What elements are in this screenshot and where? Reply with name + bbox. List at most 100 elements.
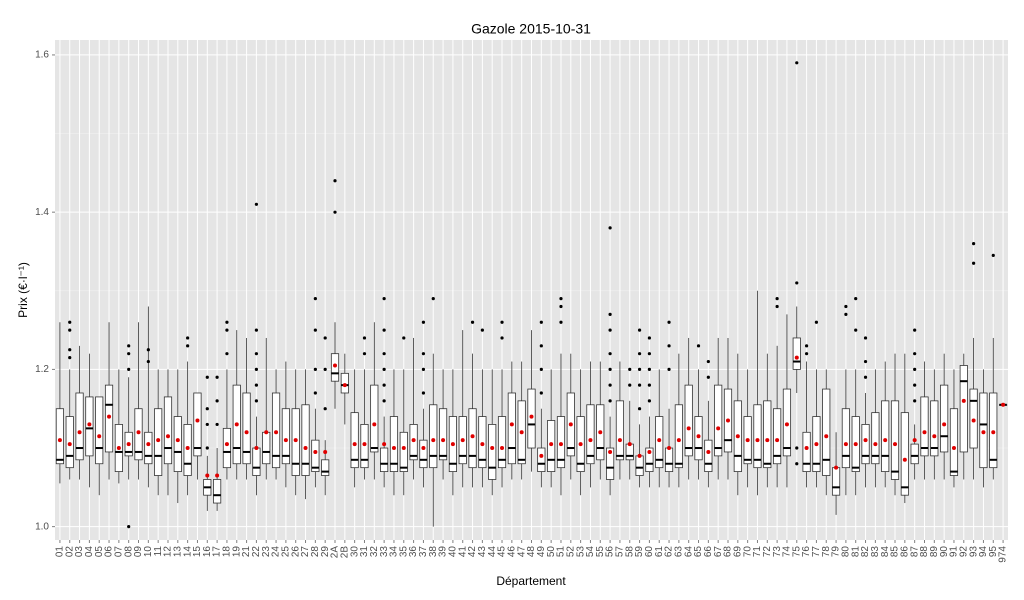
x-tick-label: 37 <box>418 546 429 558</box>
outlier <box>804 344 809 348</box>
outlier <box>637 328 642 332</box>
mean-point <box>539 453 544 458</box>
box <box>389 416 399 473</box>
x-tick-label: 79 <box>831 546 842 558</box>
mean-point <box>647 449 652 454</box>
mean-point <box>205 473 210 478</box>
x-tick-label: 02 <box>64 546 75 558</box>
outlier <box>608 312 612 316</box>
x-tick-label: 87 <box>909 546 920 558</box>
mean-point <box>755 438 760 443</box>
outlier <box>804 352 809 356</box>
box <box>615 400 625 461</box>
mean-point <box>578 442 583 447</box>
mean-point <box>234 422 239 427</box>
x-tick-label: 33 <box>379 546 390 558</box>
y-tick-label: 1.0 <box>35 521 49 532</box>
outlier <box>913 383 917 387</box>
mean-point <box>175 438 180 443</box>
x-tick-label: 75 <box>791 546 802 558</box>
outlier <box>795 61 799 65</box>
mean-point <box>195 418 200 423</box>
x-tick-label: 04 <box>84 546 95 558</box>
x-tick-label: 22 <box>251 546 262 558</box>
outlier <box>323 367 327 372</box>
x-tick-label: 40 <box>448 546 459 558</box>
outlier <box>431 297 435 301</box>
x-tick-label: 19 <box>231 546 242 558</box>
mean-point <box>608 449 613 454</box>
box <box>890 400 900 480</box>
outlier <box>854 297 858 301</box>
outlier <box>68 356 72 360</box>
box <box>606 447 615 480</box>
x-tick-label: 69 <box>732 546 743 558</box>
x-tick-label: 80 <box>841 546 852 558</box>
mean-point <box>991 430 996 435</box>
outlier <box>608 399 612 403</box>
mean-point <box>126 442 131 447</box>
x-tick-label: 13 <box>172 546 183 558</box>
x-tick-label: 09 <box>133 546 144 558</box>
x-tick-label: 26 <box>290 546 301 558</box>
box <box>714 384 723 457</box>
box <box>252 447 261 476</box>
box <box>831 467 841 496</box>
mean-point <box>745 438 750 443</box>
outlier <box>146 359 150 364</box>
x-tick-label: 30 <box>349 546 360 558</box>
mean-point <box>254 446 259 451</box>
x-tick-label: 44 <box>487 546 498 558</box>
outlier <box>863 336 868 340</box>
box <box>75 392 84 461</box>
mean-point <box>431 438 436 443</box>
outlier <box>913 367 917 372</box>
outlier <box>313 391 317 395</box>
box <box>625 443 634 461</box>
box <box>910 443 919 465</box>
mean-point <box>657 438 662 443</box>
x-tick-label: 25 <box>281 546 292 558</box>
x-tick-label: 18 <box>222 546 233 558</box>
outlier <box>608 226 612 230</box>
x-tick-label: 62 <box>664 546 675 558</box>
outlier <box>127 525 131 529</box>
outlier <box>972 261 976 265</box>
outlier <box>775 304 779 309</box>
box <box>213 479 222 504</box>
outlier <box>647 367 651 372</box>
x-tick-label: 46 <box>506 546 517 558</box>
x-tick-label: 17 <box>212 546 223 558</box>
x-tick-label: 27 <box>300 546 311 558</box>
mean-point <box>323 449 328 454</box>
x-tick-label: 51 <box>556 546 567 558</box>
outlier <box>333 210 337 214</box>
mean-point <box>342 383 347 388</box>
mean-point <box>215 473 220 478</box>
x-tick-label: 32 <box>369 546 380 558</box>
mean-point <box>441 438 446 443</box>
x-tick-label: 89 <box>929 546 940 558</box>
outlier <box>127 352 131 356</box>
x-tick-label: 41 <box>457 546 468 558</box>
y-tick-label: 1.6 <box>35 50 49 61</box>
outlier <box>795 446 799 450</box>
outlier <box>559 304 563 309</box>
chart-title: Gazole 2015-10-31 <box>471 21 591 37</box>
mean-point <box>470 434 475 439</box>
mean-point <box>667 446 672 451</box>
mean-point <box>401 446 406 451</box>
outlier <box>637 352 642 356</box>
mean-point <box>873 442 878 447</box>
x-tick-label: 92 <box>958 546 969 558</box>
mean-point <box>313 449 318 454</box>
outlier <box>254 383 259 387</box>
outlier <box>706 375 710 379</box>
mean-point <box>490 446 495 451</box>
mean-point <box>136 430 141 435</box>
x-tick-label: 59 <box>634 546 645 558</box>
x-tick-label: 50 <box>546 546 557 558</box>
mean-point <box>558 442 563 447</box>
outlier <box>68 328 72 332</box>
x-tick-label: 57 <box>615 546 626 558</box>
